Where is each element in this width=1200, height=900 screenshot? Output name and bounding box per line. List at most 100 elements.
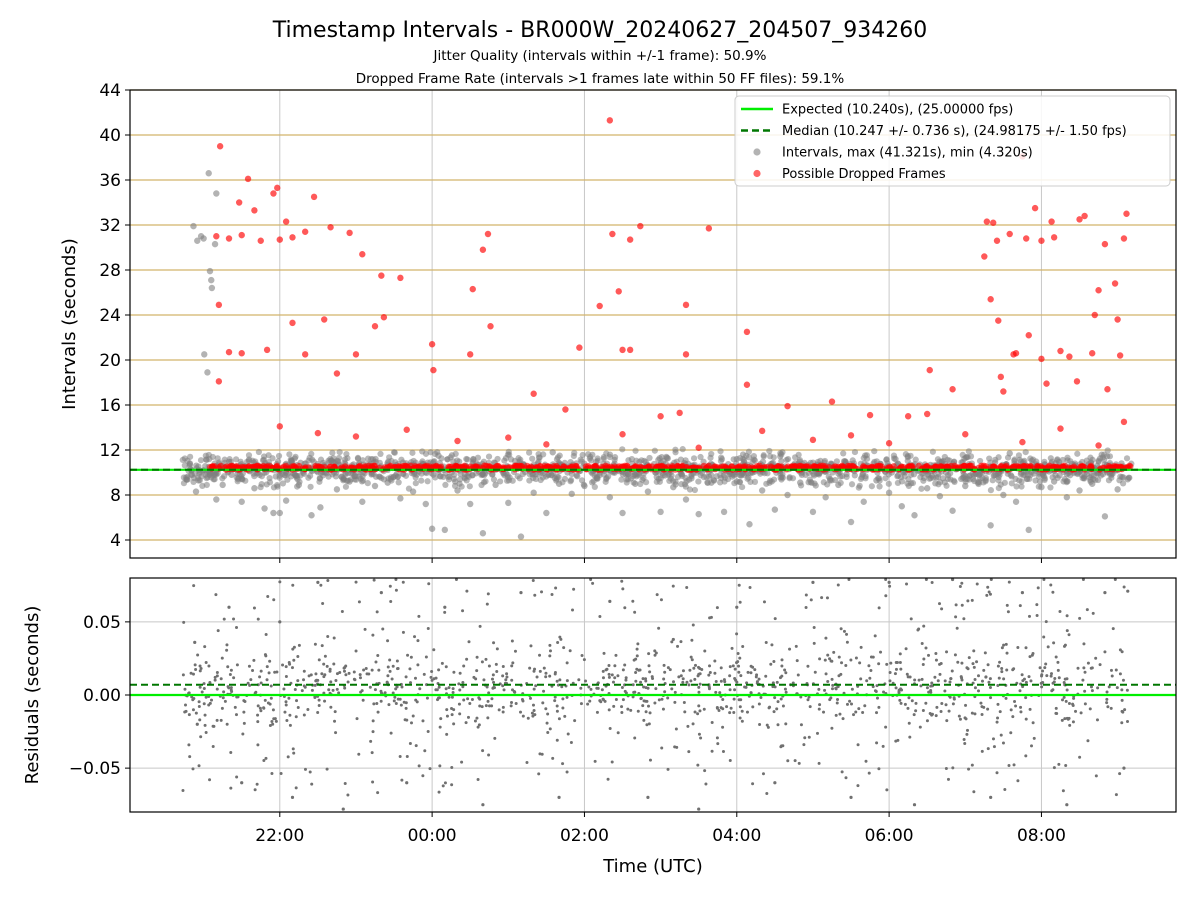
residual-band-point bbox=[921, 709, 925, 713]
residual-band-point bbox=[769, 662, 773, 666]
residual-band-point bbox=[693, 710, 697, 714]
residual-band-point bbox=[540, 752, 544, 756]
residual-band-point bbox=[620, 705, 624, 709]
residual-band-point bbox=[616, 674, 620, 678]
dropped-band-point bbox=[621, 462, 629, 470]
interval-band-point bbox=[976, 471, 983, 478]
residual-band-point bbox=[1122, 585, 1126, 589]
residual-band-point bbox=[316, 711, 320, 715]
interval-band-point bbox=[508, 456, 515, 463]
interval-band-point bbox=[1100, 456, 1108, 463]
residual-band-point bbox=[797, 761, 801, 765]
residual-band-point bbox=[372, 578, 376, 582]
residual-band-point bbox=[451, 687, 455, 691]
residual-band-point bbox=[390, 677, 394, 681]
residual-band-point bbox=[686, 724, 690, 728]
residual-point bbox=[240, 781, 244, 785]
intervals-plot-frame bbox=[129, 89, 1177, 559]
residual-point bbox=[227, 605, 231, 609]
residual-band-point bbox=[1063, 717, 1067, 721]
residual-band-point bbox=[897, 691, 901, 695]
residual-band-point bbox=[691, 623, 695, 627]
intervals-ytick-label: 36 bbox=[99, 171, 121, 191]
residual-band-point bbox=[321, 601, 325, 605]
residual-band-point bbox=[450, 713, 454, 717]
interval-band-point bbox=[632, 447, 639, 454]
interval-band-point bbox=[490, 476, 498, 483]
interval-point bbox=[708, 479, 715, 486]
interval-band-point bbox=[703, 473, 710, 481]
residual-band-point bbox=[960, 603, 964, 607]
residual-band-point bbox=[927, 653, 931, 657]
residual-band-point bbox=[984, 675, 988, 679]
residual-point bbox=[849, 795, 853, 799]
interval-band-point bbox=[1123, 455, 1131, 462]
residual-band-point bbox=[1065, 688, 1069, 692]
residual-band-point bbox=[799, 695, 803, 699]
intervals-ytick-label: 4 bbox=[110, 531, 121, 551]
residual-band-point bbox=[780, 674, 784, 678]
residual-band-point bbox=[1024, 754, 1028, 758]
residual-band-point bbox=[233, 705, 237, 709]
residual-band-point bbox=[927, 690, 931, 694]
interval-band-point bbox=[478, 481, 485, 489]
residual-band-point bbox=[806, 664, 810, 668]
residual-band-point bbox=[307, 674, 311, 678]
interval-band-point bbox=[317, 475, 324, 482]
dropped-band-point bbox=[837, 463, 845, 470]
residual-band-point bbox=[550, 592, 554, 596]
residual-band-point bbox=[326, 578, 330, 582]
residual-band-point bbox=[972, 649, 976, 653]
interval-band-point bbox=[255, 448, 262, 456]
residual-band-point bbox=[641, 677, 645, 681]
residual-band-point bbox=[577, 678, 581, 682]
residual-band-point bbox=[258, 706, 262, 710]
residual-band-point bbox=[1000, 670, 1004, 674]
residual-band-point bbox=[317, 703, 321, 707]
residual-point bbox=[405, 781, 409, 785]
residual-band-point bbox=[481, 749, 485, 753]
residual-band-point bbox=[973, 686, 977, 690]
residual-band-point bbox=[689, 655, 693, 659]
residual-band-point bbox=[1074, 709, 1078, 713]
residual-band-point bbox=[944, 766, 948, 770]
residual-band-point bbox=[912, 713, 916, 717]
residual-band-point bbox=[826, 653, 830, 657]
residual-band-point bbox=[437, 668, 441, 672]
residual-band-point bbox=[204, 695, 208, 699]
residual-band-point bbox=[647, 722, 651, 726]
residual-band-point bbox=[572, 587, 576, 591]
interval-band-point bbox=[688, 473, 695, 480]
interval-band-point bbox=[982, 476, 989, 484]
legend-box bbox=[734, 95, 1171, 187]
residual-band-point bbox=[544, 675, 548, 679]
residual-band-point bbox=[269, 684, 273, 688]
residual-band-point bbox=[361, 698, 365, 702]
interval-band-point bbox=[786, 475, 793, 482]
residual-band-point bbox=[338, 671, 342, 675]
residual-band-point bbox=[784, 671, 788, 675]
residual-band-point bbox=[284, 675, 288, 679]
residual-band-point bbox=[270, 719, 274, 723]
residual-band-point bbox=[554, 586, 558, 590]
residual-band-point bbox=[1115, 686, 1119, 690]
residual-band-point bbox=[392, 699, 396, 703]
interval-band-point bbox=[1109, 470, 1116, 477]
residual-band-point bbox=[603, 699, 607, 703]
residual-band-point bbox=[344, 673, 348, 677]
dropped-frame-point bbox=[619, 346, 626, 354]
residual-band-point bbox=[661, 707, 665, 711]
residual-band-point bbox=[1051, 688, 1055, 692]
residual-band-point bbox=[729, 706, 733, 710]
interval-point bbox=[492, 481, 499, 489]
residual-band-point bbox=[202, 687, 206, 691]
residual-band-point bbox=[693, 677, 697, 681]
interval-band-point bbox=[964, 475, 971, 482]
residual-band-point bbox=[379, 699, 383, 703]
residual-band-point bbox=[1105, 690, 1109, 694]
residual-band-point bbox=[225, 643, 229, 647]
dropped-band-point bbox=[591, 462, 598, 470]
residual-band-point bbox=[548, 727, 552, 731]
residual-band-point bbox=[1067, 701, 1071, 705]
residual-band-point bbox=[677, 675, 681, 679]
